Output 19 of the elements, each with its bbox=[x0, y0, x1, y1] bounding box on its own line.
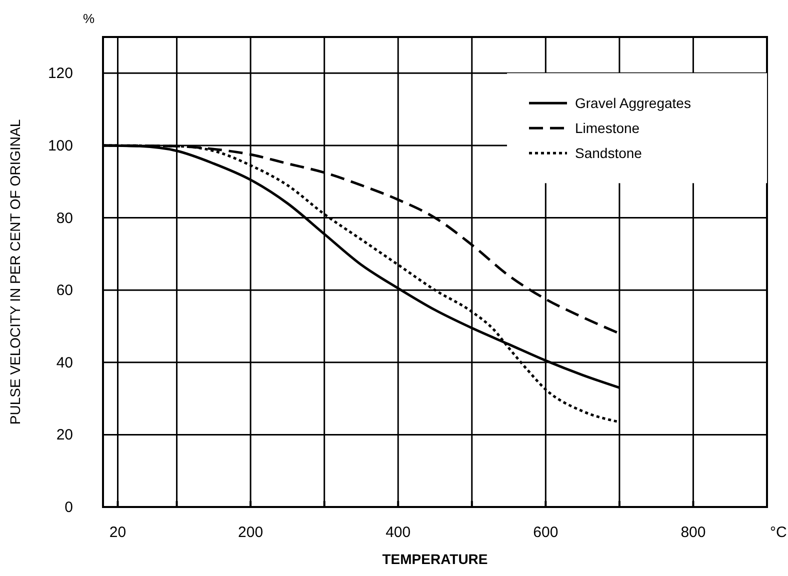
y-tick-label: 80 bbox=[56, 210, 73, 227]
legend-label: Gravel Aggregates bbox=[575, 95, 691, 112]
text: °C bbox=[770, 524, 787, 541]
y-axis-title: PULSE VELOCITY IN PER CENT OF ORIGINAL bbox=[7, 119, 23, 425]
text: % bbox=[83, 11, 95, 26]
y-tick-label: 100 bbox=[48, 137, 73, 154]
x-tick-label: 200 bbox=[238, 524, 264, 541]
x-tick-label: 800 bbox=[680, 524, 706, 541]
y-tick-label: 120 bbox=[48, 65, 73, 82]
legend-label: Limestone bbox=[575, 120, 640, 136]
legend-label: Sandstone bbox=[575, 145, 642, 162]
x-tick-label: 20 bbox=[109, 524, 126, 541]
y-tick-label: 20 bbox=[56, 426, 73, 444]
x-tick-label: 400 bbox=[386, 524, 411, 541]
y-tick-label: 40 bbox=[56, 354, 73, 372]
y-tick-label: 60 bbox=[56, 282, 73, 300]
y-tick-label: 0 bbox=[64, 499, 73, 516]
x-axis-title: TEMPERATURE bbox=[382, 551, 488, 567]
x-tick-label: 600 bbox=[533, 524, 558, 541]
